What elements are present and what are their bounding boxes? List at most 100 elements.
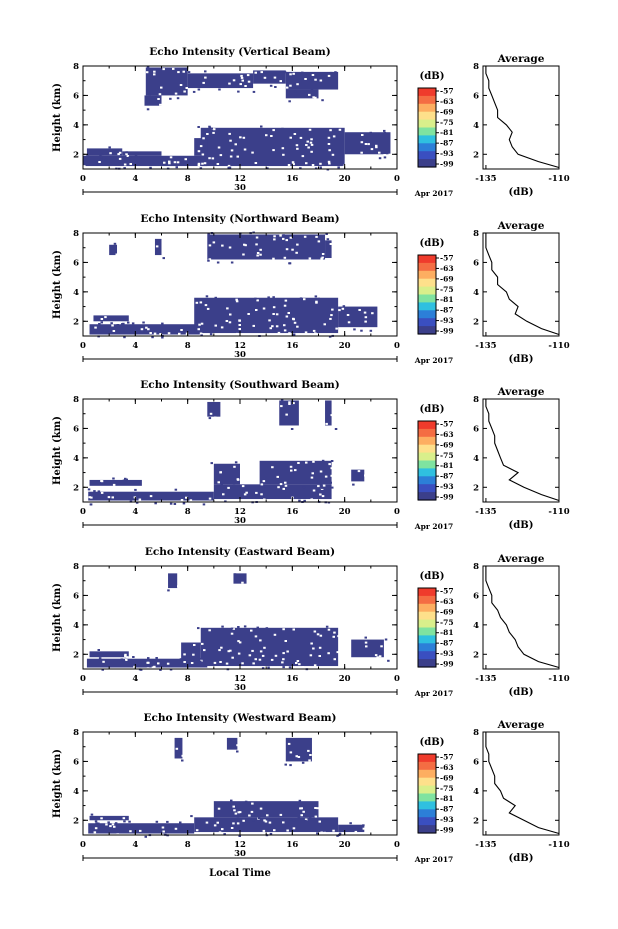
speckle-gap — [309, 141, 313, 144]
panel-title: Echo Intensity (Westward Beam) — [143, 712, 336, 724]
average-profile: Average 2 4 6 8 -135 -110 (dB) — [473, 386, 570, 531]
speckle-gap — [201, 162, 204, 165]
speckle-dot — [139, 156, 143, 159]
speckle-gap — [111, 324, 114, 327]
speckle-dot — [100, 153, 104, 156]
speckle-gap — [237, 640, 240, 643]
speckle-gap — [297, 756, 301, 758]
speckle-dot — [155, 820, 159, 823]
speckle-gap — [221, 828, 224, 831]
speckle-gap — [226, 307, 229, 310]
profile-y-tick-label: 2 — [473, 483, 479, 493]
speckle-gap — [138, 498, 142, 501]
speckle-dot — [243, 625, 247, 628]
speckle-gap — [175, 747, 179, 750]
speckle-gap — [290, 469, 293, 472]
speckle-gap — [296, 147, 299, 150]
speckle-dot — [321, 486, 324, 489]
colorbar-swatch — [418, 159, 436, 168]
colorbar-tick-label: -75 — [440, 451, 454, 460]
profile-y-tick-label: 8 — [473, 229, 479, 239]
speckle-gap — [364, 474, 367, 477]
speckle-gap — [255, 236, 259, 239]
colorbar-swatch — [418, 452, 436, 462]
speckle-gap — [151, 666, 155, 669]
speckle-gap — [234, 812, 238, 815]
speckle-dot — [337, 166, 340, 169]
speckle-gap — [241, 485, 245, 488]
speckle-gap — [190, 662, 194, 664]
speckle-dot — [100, 156, 103, 159]
speckle-gap — [282, 237, 285, 240]
colorbar-swatch — [418, 825, 436, 834]
speckle-gap — [287, 742, 291, 745]
colorbar-swatch — [418, 588, 436, 597]
speckle-gap — [208, 157, 211, 160]
echo-region — [174, 737, 183, 759]
speckle-dot — [146, 108, 150, 111]
speckle-dot — [161, 158, 165, 161]
y-tick-label: 6 — [73, 757, 79, 767]
x-tick-label: 12 — [234, 840, 246, 850]
speckle-gap — [310, 476, 314, 479]
speckle-gap — [270, 658, 274, 661]
speckle-gap — [313, 664, 317, 667]
speckle-gap — [183, 653, 186, 656]
x-tick-label: 0 — [80, 507, 86, 517]
x-tick-label: 16 — [286, 174, 298, 184]
speckle-gap — [238, 328, 241, 330]
y-tick-label: 8 — [73, 728, 79, 738]
speckle-dot — [209, 333, 213, 336]
speckle-dot — [159, 668, 162, 671]
speckle-dot — [234, 461, 238, 464]
echo-region — [144, 95, 162, 106]
speckle-dot — [338, 832, 342, 835]
speckle-gap — [297, 462, 300, 464]
speckle-gap — [245, 491, 248, 494]
speckle-gap — [279, 813, 283, 816]
colorbar-swatch — [418, 603, 436, 613]
speckle-gap — [197, 164, 201, 167]
profile-y-tick-label: 4 — [473, 288, 479, 298]
profile-line — [485, 732, 560, 835]
colorbar-tick-label: -57 — [440, 587, 454, 596]
speckle-gap — [240, 74, 243, 77]
speckle-gap — [289, 136, 292, 139]
speckle-dot — [298, 499, 301, 502]
speckle-dot — [127, 321, 130, 324]
speckle-gap — [235, 300, 239, 303]
speckle-gap — [240, 76, 244, 79]
speckle-gap — [206, 307, 210, 310]
speckle-gap — [309, 754, 312, 756]
x-tick-label: 8 — [185, 840, 191, 850]
speckle-dot — [197, 627, 200, 630]
echo-region — [226, 737, 238, 750]
speckle-gap — [233, 809, 236, 812]
speckle-gap — [241, 662, 244, 665]
speckle-gap — [303, 298, 306, 301]
speckle-gap — [244, 85, 247, 87]
speckle-gap — [211, 157, 215, 160]
speckle-gap — [311, 472, 314, 475]
panel-title: Echo Intensity (Northward Beam) — [140, 213, 339, 225]
speckle-gap — [308, 759, 311, 762]
speckle-dot — [288, 100, 291, 103]
speckle-dot — [284, 763, 287, 766]
colorbar-frame — [417, 587, 437, 668]
echo-region — [86, 148, 123, 156]
speckle-gap — [254, 635, 258, 638]
colorbar-swatch — [418, 801, 436, 810]
colorbar-swatch — [418, 119, 436, 129]
speckle-gap — [371, 312, 374, 315]
speckle-gap — [309, 654, 313, 657]
speckle-gap — [323, 323, 326, 326]
colorbar-tick-label: -87 — [440, 472, 454, 481]
speckle-gap — [241, 581, 244, 584]
speckle-gap — [124, 655, 127, 657]
x-tick-label: 0 — [394, 840, 400, 850]
speckle-dot — [148, 93, 151, 96]
speckle-gap — [289, 84, 292, 87]
y-tick-label: 6 — [73, 591, 79, 601]
speckle-gap — [293, 133, 297, 135]
x-tick-label: 16 — [286, 341, 298, 351]
